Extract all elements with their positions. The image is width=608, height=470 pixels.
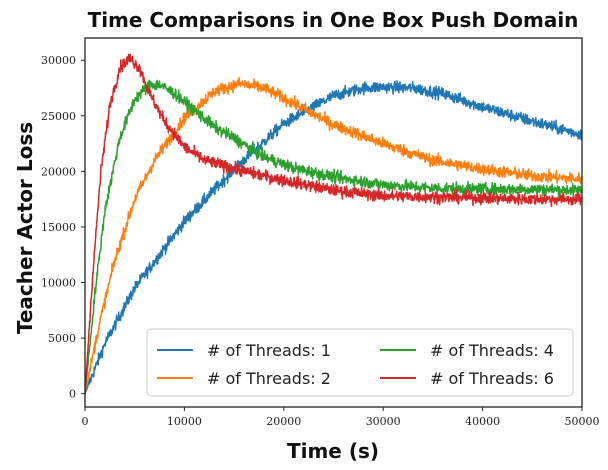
legend: # of Threads: 1 # of Threads: 2 # of Threa…: [146, 328, 574, 397]
legend-frame: [146, 328, 574, 397]
plot-area-frame: [84, 37, 583, 408]
x-tick-label: 0: [82, 415, 89, 428]
series-line-4: [84, 53, 583, 394]
x-tick-label: 20000: [266, 415, 301, 428]
x-axis-label: Time (s): [287, 439, 379, 463]
x-tick-label: 30000: [366, 415, 401, 428]
series-line-2: [84, 76, 583, 394]
y-tick-label: 20000: [41, 165, 76, 178]
y-axis-label: Teacher Actor Loss: [13, 122, 37, 334]
x-axis-ticks: 0 10000 20000 30000 40000 50000: [82, 407, 600, 428]
x-tick-label: 50000: [565, 415, 600, 428]
y-tick-label: 30000: [41, 54, 76, 67]
series-line-1: [84, 80, 583, 394]
chart-title: Time Comparisons in One Box Push Domain: [88, 8, 579, 32]
y-tick-label: 10000: [41, 277, 76, 290]
y-axis-ticks: 0 5000 10000 15000 20000 25000 30000: [41, 54, 85, 401]
legend-entry: # of Threads: 4: [430, 341, 554, 360]
y-tick-label: 0: [69, 388, 76, 401]
legend-entry: # of Threads: 6: [430, 369, 554, 388]
x-tick-label: 10000: [167, 415, 202, 428]
series-lines: [84, 53, 583, 394]
y-tick-label: 5000: [48, 332, 76, 345]
y-tick-label: 25000: [41, 110, 76, 123]
series-line-3: [84, 79, 583, 394]
x-tick-label: 40000: [465, 415, 500, 428]
y-tick-label: 15000: [41, 221, 76, 234]
legend-entry: # of Threads: 2: [207, 369, 331, 388]
legend-entry: # of Threads: 1: [207, 341, 331, 360]
